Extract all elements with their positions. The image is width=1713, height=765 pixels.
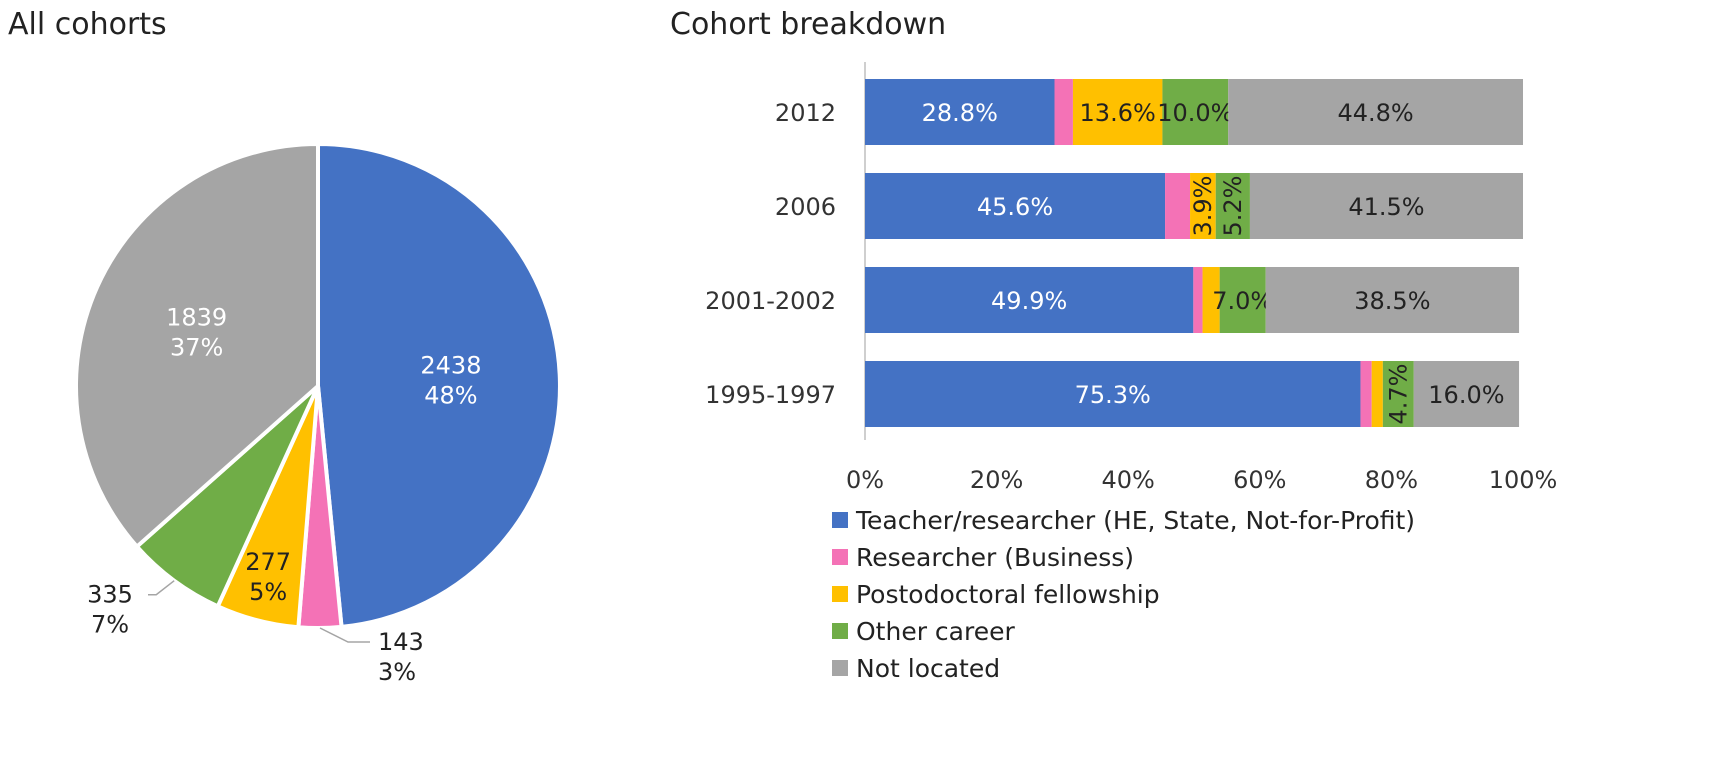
bar-segment bbox=[1190, 173, 1216, 239]
category-label: 1995-1997 bbox=[705, 381, 836, 409]
pie-chart-title: All cohorts bbox=[8, 7, 167, 42]
stacked-bar-chart: 2012 28.8% 13.6% 10.0% 44.8% 2006 45.6% 3.9% 5.2… bbox=[705, 62, 1557, 494]
category-label: 2001-2002 bbox=[705, 287, 836, 315]
pie-percent-label: 5% bbox=[249, 578, 287, 606]
bar-segment bbox=[1219, 267, 1266, 333]
category-label: 2012 bbox=[775, 99, 836, 127]
bar-data-label: 28.8% bbox=[922, 99, 998, 127]
bar-data-label: 7.0% bbox=[1212, 287, 1273, 315]
bar-segment bbox=[1371, 361, 1383, 427]
pie-count-label: 1839 bbox=[166, 303, 227, 331]
bar-data-label: 41.5% bbox=[1348, 193, 1424, 221]
bar-data-label: 75.3% bbox=[1075, 381, 1151, 409]
x-tick-label: 40% bbox=[1102, 466, 1155, 494]
bar-data-label: 10.0% bbox=[1157, 99, 1233, 127]
bar-data-label: 44.8% bbox=[1337, 99, 1413, 127]
bar-segment bbox=[1228, 79, 1523, 145]
pie-percent-label: 48% bbox=[424, 382, 477, 410]
legend-label: Researcher (Business) bbox=[856, 543, 1134, 572]
bar-data-label: 45.6% bbox=[977, 193, 1053, 221]
bar-data-label: 38.5% bbox=[1354, 287, 1430, 315]
pie-leader-line bbox=[148, 580, 175, 596]
bar-segment bbox=[865, 361, 1361, 427]
bar-data-label: 5.2% bbox=[1219, 176, 1247, 237]
legend-swatch bbox=[832, 586, 848, 602]
bar-chart-title: Cohort breakdown bbox=[670, 7, 946, 42]
legend-label: Teacher/researcher (HE, State, Not-for-P… bbox=[855, 506, 1415, 535]
bar-segment bbox=[1249, 173, 1523, 239]
x-tick-label: 100% bbox=[1489, 466, 1558, 494]
pie-count-label: 143 bbox=[378, 628, 424, 656]
category-label: 2006 bbox=[775, 193, 836, 221]
bar-segment bbox=[1265, 267, 1520, 333]
bar-segment bbox=[1413, 361, 1520, 427]
bar-segment bbox=[1202, 267, 1220, 333]
legend-label: Other career bbox=[856, 617, 1015, 646]
bar-segment bbox=[865, 267, 1194, 333]
pie-slice-0 bbox=[316, 141, 562, 630]
bar-segment bbox=[1054, 79, 1073, 145]
pie-slice-4 bbox=[74, 141, 320, 550]
legend-swatch bbox=[832, 549, 848, 565]
bar-segment bbox=[1215, 173, 1250, 239]
legend-label: Postodoctoral fellowship bbox=[856, 580, 1160, 609]
x-tick-label: 80% bbox=[1365, 466, 1418, 494]
bar-data-label: 16.0% bbox=[1428, 381, 1504, 409]
legend: Teacher/researcher (HE, State, Not-for-P… bbox=[832, 506, 1415, 683]
pie-count-label: 2438 bbox=[420, 352, 481, 380]
x-tick-label: 0% bbox=[846, 466, 884, 494]
pie-percent-label: 3% bbox=[378, 658, 416, 686]
bar-segment bbox=[1165, 173, 1191, 239]
bar-segment bbox=[1162, 79, 1229, 145]
bar-segment bbox=[1382, 361, 1414, 427]
bar-segment bbox=[1072, 79, 1163, 145]
bar-data-label: 49.9% bbox=[991, 287, 1067, 315]
bar-data-label: 4.7% bbox=[1384, 364, 1412, 425]
x-tick-label: 60% bbox=[1233, 466, 1286, 494]
bar-segment bbox=[865, 173, 1166, 239]
pie-leader-line bbox=[319, 627, 370, 643]
bar-data-label: 13.6% bbox=[1080, 99, 1156, 127]
pie-percent-label: 37% bbox=[170, 333, 223, 361]
bar-segment bbox=[865, 79, 1055, 145]
bar-data-label: 3.9% bbox=[1189, 176, 1217, 237]
x-tick-label: 20% bbox=[970, 466, 1023, 494]
legend-swatch bbox=[832, 623, 848, 639]
pie-count-label: 277 bbox=[245, 548, 291, 576]
bar-segment bbox=[1360, 361, 1372, 427]
pie-percent-label: 7% bbox=[91, 611, 129, 639]
legend-label: Not located bbox=[856, 654, 1000, 683]
bar-segment bbox=[1193, 267, 1203, 333]
legend-swatch bbox=[832, 512, 848, 528]
legend-swatch bbox=[832, 660, 848, 676]
pie-count-label: 335 bbox=[87, 581, 133, 609]
